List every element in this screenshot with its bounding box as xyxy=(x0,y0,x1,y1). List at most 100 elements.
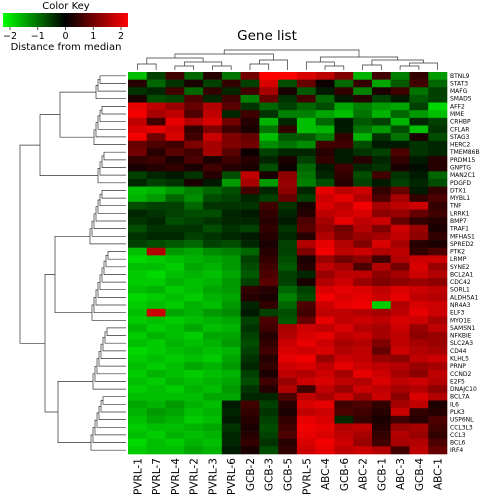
heatmap-cell xyxy=(165,301,185,310)
heatmap-cell xyxy=(259,263,279,271)
row-label: MYBL1 xyxy=(450,195,470,202)
heatmap-cell xyxy=(296,415,316,424)
heatmap-cell xyxy=(165,148,185,157)
heatmap-cell xyxy=(240,163,260,172)
heatmap-cell xyxy=(146,339,166,348)
heatmap-cell xyxy=(428,194,448,203)
heatmap-cell xyxy=(128,324,148,333)
heatmap-cell xyxy=(203,362,223,371)
heatmap-cell xyxy=(353,232,373,241)
heatmap-cell xyxy=(409,201,429,210)
heatmap-cell xyxy=(203,178,223,187)
heatmap-cell xyxy=(221,79,241,88)
heatmap-cells xyxy=(128,72,448,455)
heatmap-cell xyxy=(390,385,410,394)
heatmap-cell xyxy=(259,72,279,80)
heatmap-cell xyxy=(165,308,185,317)
heatmap-cell xyxy=(203,316,223,325)
heatmap-cell xyxy=(146,316,166,325)
row-label: USP6NL xyxy=(450,417,474,424)
row-label: STAG3 xyxy=(450,134,470,141)
row-dendrogram-branch xyxy=(99,75,126,84)
heatmap-cell xyxy=(428,79,448,88)
heatmap-cell xyxy=(259,347,279,355)
row-dendrogram-branch xyxy=(99,109,126,123)
heatmap-cell xyxy=(296,125,316,134)
heatmap-cell xyxy=(221,72,241,80)
heatmap-cell xyxy=(334,400,354,409)
heatmap-cell xyxy=(146,423,166,432)
heatmap-cell xyxy=(203,186,223,195)
heatmap-cell xyxy=(221,102,241,111)
heatmap-cell xyxy=(146,285,166,294)
heatmap-cell xyxy=(315,392,335,401)
heatmap-cell xyxy=(390,362,410,371)
heatmap-cell xyxy=(409,423,429,432)
heatmap-cell xyxy=(428,301,448,310)
heatmap-cell xyxy=(428,415,448,424)
heatmap-cell xyxy=(146,293,166,302)
heatmap-cell xyxy=(259,415,279,424)
heatmap-cell xyxy=(428,339,448,348)
heatmap-cell xyxy=(315,232,335,241)
heatmap-cell xyxy=(315,423,335,432)
heatmap-cell xyxy=(390,392,410,401)
heatmap-cell xyxy=(390,285,410,294)
heatmap-cell xyxy=(165,285,185,294)
heatmap-cell xyxy=(334,278,354,287)
row-label: IL6 xyxy=(450,401,459,408)
heatmap-cell xyxy=(146,301,166,310)
heatmap-cell xyxy=(315,263,335,271)
row-dendrogram-branch xyxy=(102,396,126,405)
heatmap-cell xyxy=(259,438,279,447)
heatmap-cell xyxy=(315,331,335,340)
heatmap-cell xyxy=(165,255,185,264)
heatmap-cell xyxy=(259,331,279,340)
heatmap-cell xyxy=(259,431,279,440)
heatmap-cell xyxy=(146,331,166,340)
heatmap-cell xyxy=(259,324,279,333)
heatmap-cell xyxy=(184,301,204,310)
heatmap-cell xyxy=(409,94,429,103)
heatmap-cell xyxy=(390,446,410,455)
heatmap-cell xyxy=(278,392,298,401)
heatmap-cell xyxy=(334,255,354,264)
heatmap-cell xyxy=(409,178,429,187)
heatmap-cell xyxy=(146,217,166,226)
row-dendrogram-branch xyxy=(95,206,126,222)
heatmap-cell xyxy=(428,148,448,157)
heatmap-cell xyxy=(353,79,373,88)
heatmap-cell xyxy=(334,263,354,271)
heatmap-cell xyxy=(390,438,410,447)
heatmap-cell xyxy=(259,94,279,103)
heatmap-cell xyxy=(165,431,185,440)
heatmap-cell xyxy=(221,377,241,386)
heatmap-cell xyxy=(259,392,279,401)
heatmap-cell xyxy=(334,331,354,340)
heatmap-cell xyxy=(184,133,204,142)
heatmap-cell xyxy=(390,87,410,96)
heatmap-cell xyxy=(409,431,429,440)
heatmap-cell xyxy=(240,171,260,180)
heatmap-cell xyxy=(128,156,148,164)
column-label: PVRL-6 xyxy=(226,458,238,495)
heatmap-cell xyxy=(259,156,279,164)
heatmap-cell xyxy=(259,408,279,417)
heatmap-cell xyxy=(128,331,148,340)
heatmap-cell xyxy=(409,79,429,88)
heatmap-cell xyxy=(428,324,448,333)
heatmap-cell xyxy=(146,240,166,249)
heatmap-cell xyxy=(334,201,354,210)
heatmap-cell xyxy=(240,293,260,302)
heatmap-cell xyxy=(390,331,410,340)
heatmap-cell xyxy=(296,400,316,409)
heatmap-cell xyxy=(165,446,185,455)
column-label: PVRL-5 xyxy=(301,458,313,495)
heatmap-cell xyxy=(259,209,279,218)
heatmap-cell xyxy=(146,431,166,440)
heatmap-cell xyxy=(371,117,391,126)
column-dendrogram-branch xyxy=(362,64,382,70)
heatmap-cell xyxy=(240,224,260,233)
heatmap-cell xyxy=(296,347,316,355)
heatmap-cell xyxy=(371,362,391,371)
